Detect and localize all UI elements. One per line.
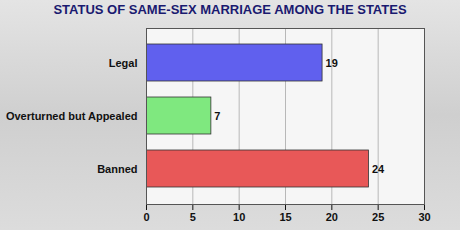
svg-text:30: 30 bbox=[418, 211, 430, 223]
svg-text:19: 19 bbox=[326, 57, 338, 69]
html-text:STATUS OF SAME-SEX MARRIAGE AM: STATUS OF SAME-SEX MARRIAGE AMONG THE ST… bbox=[53, 2, 407, 17]
svg-text:0: 0 bbox=[143, 211, 149, 223]
svg-text:Overturned but Appealed: Overturned but Appealed bbox=[6, 110, 138, 122]
svg-text:25: 25 bbox=[372, 211, 384, 223]
svg-text:15: 15 bbox=[279, 211, 291, 223]
svg-text:Banned: Banned bbox=[97, 163, 137, 175]
svg-text:7: 7 bbox=[214, 110, 220, 122]
svg-text:5: 5 bbox=[190, 211, 196, 223]
svg-text:Legal: Legal bbox=[109, 57, 138, 69]
svg-text:10: 10 bbox=[233, 211, 245, 223]
svg-text:20: 20 bbox=[326, 211, 338, 223]
svg-text:24: 24 bbox=[372, 163, 385, 175]
